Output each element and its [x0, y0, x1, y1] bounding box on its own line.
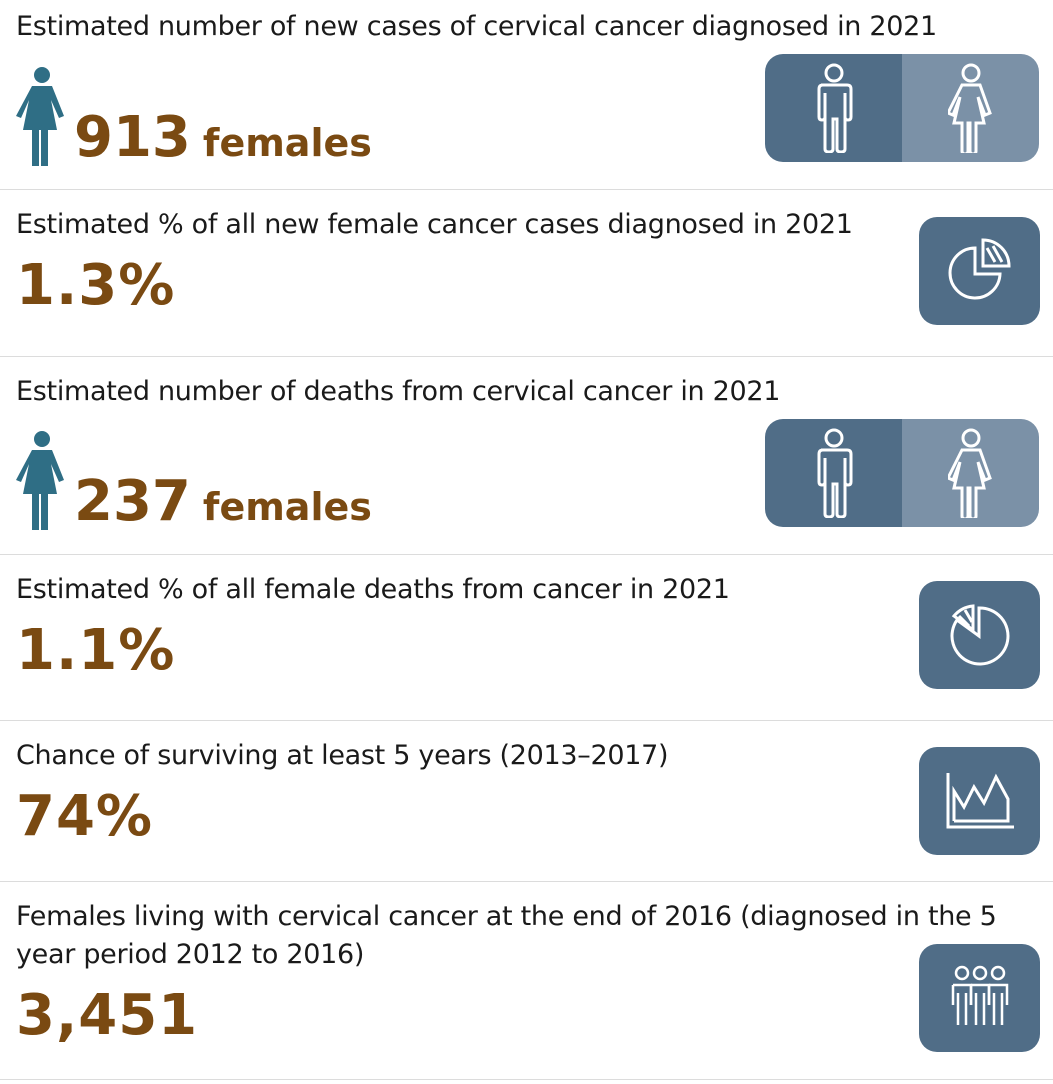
stat-label-line2: year period 2012 to 2016) — [16, 939, 365, 970]
stat-percent-new-cases: Estimated % of all new female cancer cas… — [0, 190, 1053, 357]
stat-unit: females — [202, 485, 372, 529]
stat-value: 913 — [74, 105, 191, 170]
pie-tile — [919, 581, 1040, 689]
pie-tile — [919, 217, 1040, 325]
stat-prevalence: Females living with cervical cancer at t… — [0, 882, 1053, 1080]
stat-label: Estimated % of all new female cancer cas… — [16, 209, 853, 240]
stat-value-row: 237 females — [16, 430, 372, 532]
male-icon — [817, 428, 852, 518]
people-tile — [919, 944, 1040, 1052]
pie-chart-icon — [948, 238, 1011, 300]
pie-chart-icon — [949, 604, 1009, 666]
stat-new-cases: Estimated number of new cases of cervica… — [0, 0, 1053, 190]
male-button[interactable] — [765, 419, 902, 527]
stat-value-row: 913 females — [16, 66, 372, 168]
stat-label-line1: Females living with cervical cancer at t… — [16, 901, 997, 932]
area-chart-icon — [946, 773, 1014, 829]
stat-label: Chance of surviving at least 5 years (20… — [16, 740, 669, 771]
group-people-icon — [951, 965, 1008, 1025]
stat-value: 237 — [74, 469, 191, 534]
area-tile — [919, 747, 1040, 855]
stat-deaths: Estimated number of deaths from cervical… — [0, 357, 1053, 555]
stat-value: 1.1% — [16, 618, 176, 683]
stat-label: Estimated number of new cases of cervica… — [16, 11, 937, 42]
stat-value: 3,451 — [16, 983, 199, 1048]
female-button[interactable] — [902, 54, 1039, 162]
stat-survival: Chance of surviving at least 5 years (20… — [0, 721, 1053, 882]
sex-toggle[interactable] — [765, 419, 1040, 527]
sex-toggle[interactable] — [765, 54, 1040, 162]
female-person-icon — [16, 67, 64, 166]
stat-percent-deaths: Estimated % of all female deaths from ca… — [0, 555, 1053, 721]
male-icon — [817, 63, 852, 153]
female-person-icon — [16, 431, 64, 530]
stat-value: 1.3% — [16, 253, 176, 318]
female-icon — [947, 428, 992, 518]
female-button[interactable] — [902, 419, 1039, 527]
stat-unit: females — [202, 121, 372, 165]
stat-value: 74% — [16, 784, 154, 849]
female-icon — [947, 63, 992, 153]
stat-label: Estimated % of all female deaths from ca… — [16, 574, 730, 605]
male-button[interactable] — [765, 54, 902, 162]
stat-label: Estimated number of deaths from cervical… — [16, 376, 781, 407]
